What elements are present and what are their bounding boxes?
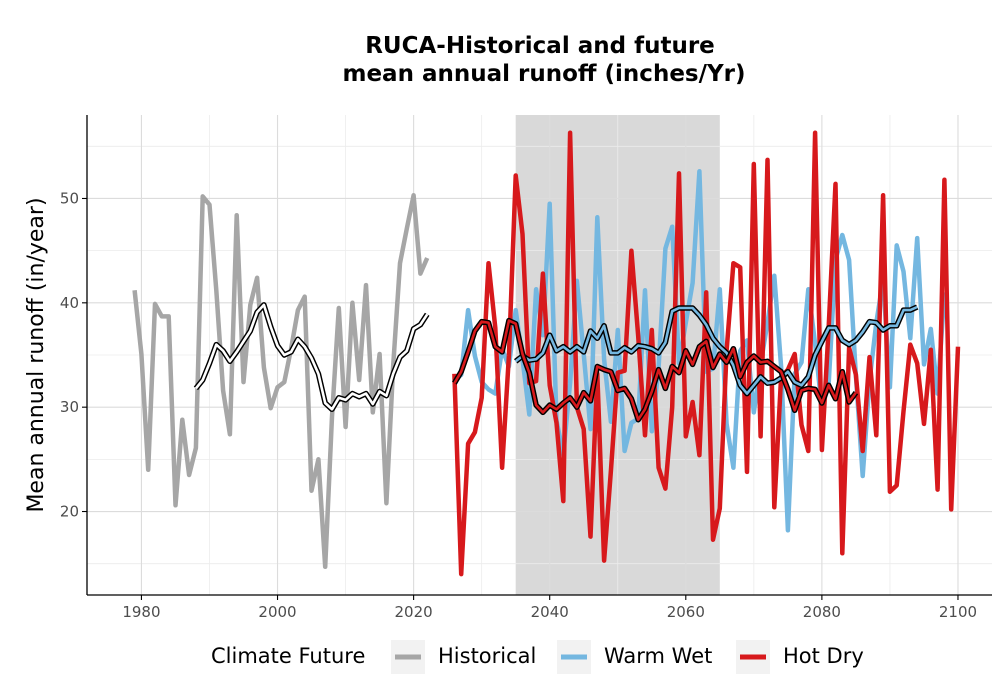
x-tick-label: 1980 xyxy=(122,603,160,621)
smoothed-line-hot-dry-smoothed xyxy=(453,319,857,422)
smoothed-line-warm-wet-smoothed xyxy=(514,305,918,395)
legend-label-hot-dry: Hot Dry xyxy=(783,644,864,668)
legend-title: Climate Future xyxy=(211,644,365,668)
y-axis-title: Mean annual runoff (in/year) xyxy=(24,197,49,512)
axis-ticks: 20 30 40 50 1980 2000 2020 2040 2060 2080 2100 xyxy=(60,189,977,621)
y-tick-label: 40 xyxy=(60,294,79,312)
x-tick-label: 2100 xyxy=(939,603,977,621)
series-line-hot-dry xyxy=(452,130,961,577)
x-tick-label: 2000 xyxy=(258,603,296,621)
chart-title: RUCA-Historical and future xyxy=(365,33,715,59)
legend: Climate Future Historical Warm Wet Hot D… xyxy=(211,640,864,674)
chart-subtitle: mean annual runoff (inches/Yr) xyxy=(342,61,745,87)
smoothed-line-historical-smoothed xyxy=(194,303,429,411)
x-tick-label: 2020 xyxy=(395,603,433,621)
y-tick-label: 30 xyxy=(60,398,79,416)
series-line-warm-wet xyxy=(453,169,947,533)
legend-label-warm-wet: Warm Wet xyxy=(604,644,712,668)
x-tick-label: 2060 xyxy=(667,603,705,621)
legend-item-historical: Historical xyxy=(391,640,536,674)
x-tick-label: 2040 xyxy=(531,603,569,621)
legend-label-historical: Historical xyxy=(438,644,536,668)
x-tick-label: 2080 xyxy=(803,603,841,621)
series-layer xyxy=(132,130,961,577)
legend-item-warm-wet: Warm Wet xyxy=(557,640,712,674)
legend-item-hot-dry: Hot Dry xyxy=(736,640,864,674)
y-tick-label: 20 xyxy=(60,503,79,521)
y-tick-label: 50 xyxy=(60,189,79,207)
series-line-historical xyxy=(132,193,430,570)
